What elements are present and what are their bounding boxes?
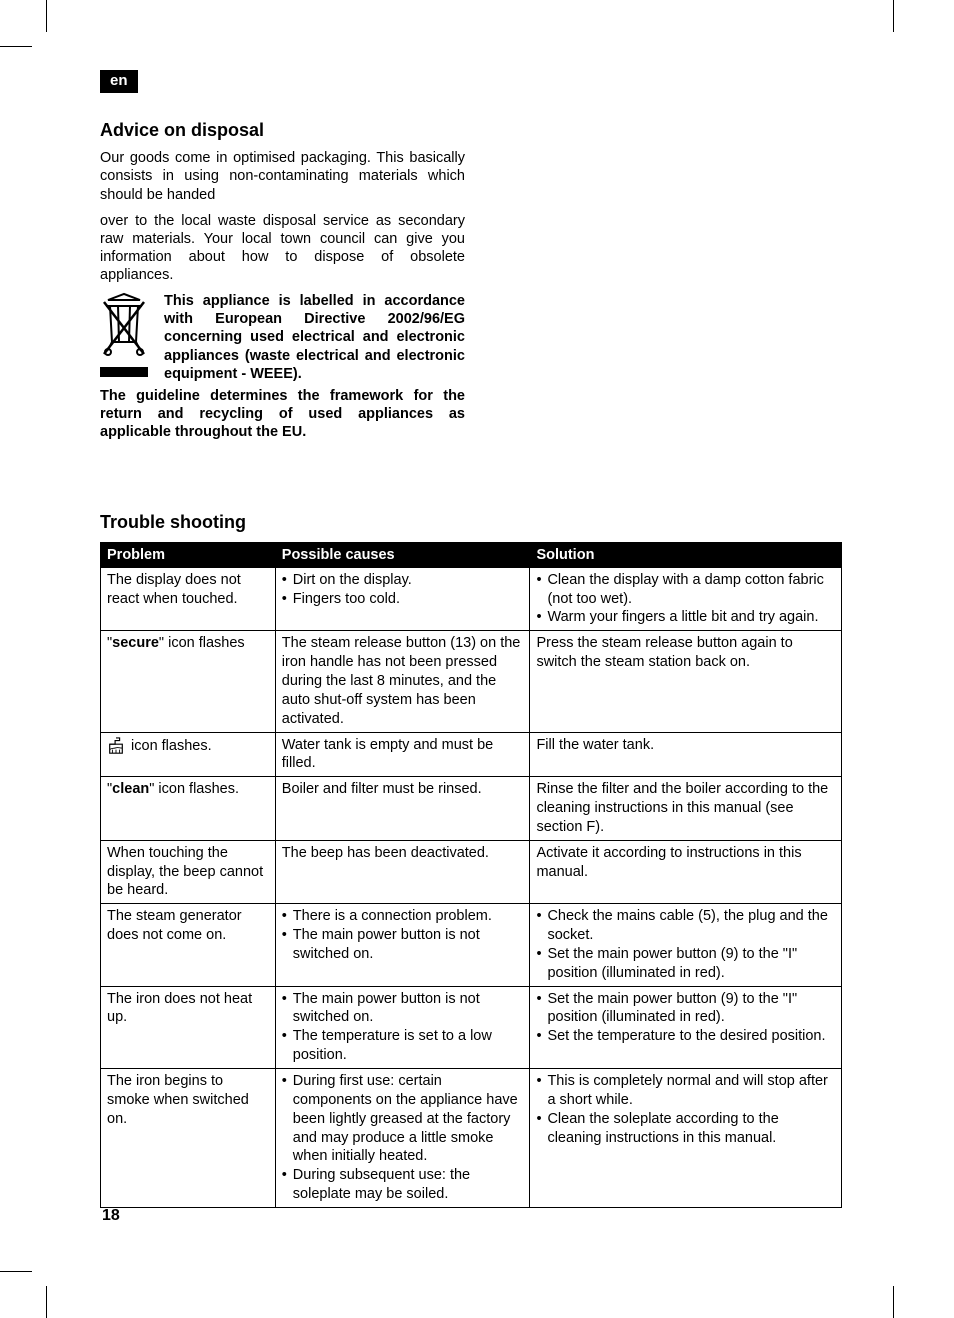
- table-row: icon flashes.Water tank is empty and mus…: [101, 732, 842, 777]
- disposal-para2: over to the local waste disposal service…: [100, 212, 465, 285]
- th-causes: Possible causes: [275, 542, 530, 567]
- guideline-text: The guideline determines the framework f…: [100, 387, 465, 441]
- disposal-section: Advice on disposal Our goods come in opt…: [100, 119, 465, 441]
- cell-problem: When touching the display, the beep cann…: [101, 840, 276, 904]
- table-body: The display does not react when touched.…: [101, 567, 842, 1207]
- th-problem: Problem: [101, 542, 276, 567]
- troubleshooting-heading: Trouble shooting: [100, 511, 854, 534]
- cell-causes: The main power button is not switched on…: [275, 986, 530, 1068]
- cell-problem: The iron begins to smoke when switched o…: [101, 1069, 276, 1208]
- cell-solution: This is completely normal and will stop …: [530, 1069, 842, 1208]
- troubleshooting-table: Problem Possible causes Solution The dis…: [100, 542, 842, 1208]
- cell-problem: The display does not react when touched.: [101, 567, 276, 631]
- cell-causes: During first use: certain components on …: [275, 1069, 530, 1208]
- table-row: When touching the display, the beep cann…: [101, 840, 842, 904]
- troubleshooting-section: Trouble shooting Problem Possible causes…: [100, 511, 854, 1208]
- cell-problem: The iron does not heat up.: [101, 986, 276, 1068]
- crop-mark: [893, 0, 894, 32]
- table-row: The steam generator does not come on.The…: [101, 904, 842, 986]
- crop-mark: [0, 1271, 32, 1272]
- table-row: "clean" icon flashes.Boiler and filter m…: [101, 777, 842, 841]
- cell-solution: Set the main power button (9) to the "I"…: [530, 986, 842, 1068]
- table-row: The iron begins to smoke when switched o…: [101, 1069, 842, 1208]
- crop-mark: [893, 1286, 894, 1318]
- page-number: 18: [102, 1206, 120, 1226]
- weee-icon: [100, 292, 152, 383]
- cell-problem: icon flashes.: [101, 732, 276, 777]
- cell-solution: Press the steam release button again to …: [530, 631, 842, 732]
- table-row: "secure" icon flashesThe steam release b…: [101, 631, 842, 732]
- crop-mark: [0, 46, 32, 47]
- table-row: The display does not react when touched.…: [101, 567, 842, 631]
- cell-solution: Activate it according to instructions in…: [530, 840, 842, 904]
- cell-causes: The beep has been deactivated.: [275, 840, 530, 904]
- cell-solution: Check the mains cable (5), the plug and …: [530, 904, 842, 986]
- cell-problem: The steam generator does not come on.: [101, 904, 276, 986]
- cell-causes: There is a connection problem.The main p…: [275, 904, 530, 986]
- cell-problem: "clean" icon flashes.: [101, 777, 276, 841]
- disposal-para1: Our goods come in optimised packaging. T…: [100, 149, 465, 203]
- cell-causes: Water tank is empty and must be filled.: [275, 732, 530, 777]
- cell-solution: Clean the display with a damp cotton fab…: [530, 567, 842, 631]
- table-row: The iron does not heat up.The main power…: [101, 986, 842, 1068]
- weee-text: This appliance is labelled in accordance…: [164, 292, 465, 383]
- cell-solution: Fill the water tank.: [530, 732, 842, 777]
- cell-problem: "secure" icon flashes: [101, 631, 276, 732]
- cell-causes: Boiler and filter must be rinsed.: [275, 777, 530, 841]
- crop-mark: [46, 0, 47, 32]
- language-badge: en: [100, 70, 138, 93]
- crop-mark: [46, 1286, 47, 1318]
- th-solution: Solution: [530, 542, 842, 567]
- disposal-heading: Advice on disposal: [100, 119, 465, 142]
- cell-causes: The steam release button (13) on the iro…: [275, 631, 530, 732]
- cell-solution: Rinse the filter and the boiler accordin…: [530, 777, 842, 841]
- cell-causes: Dirt on the display.Fingers too cold.: [275, 567, 530, 631]
